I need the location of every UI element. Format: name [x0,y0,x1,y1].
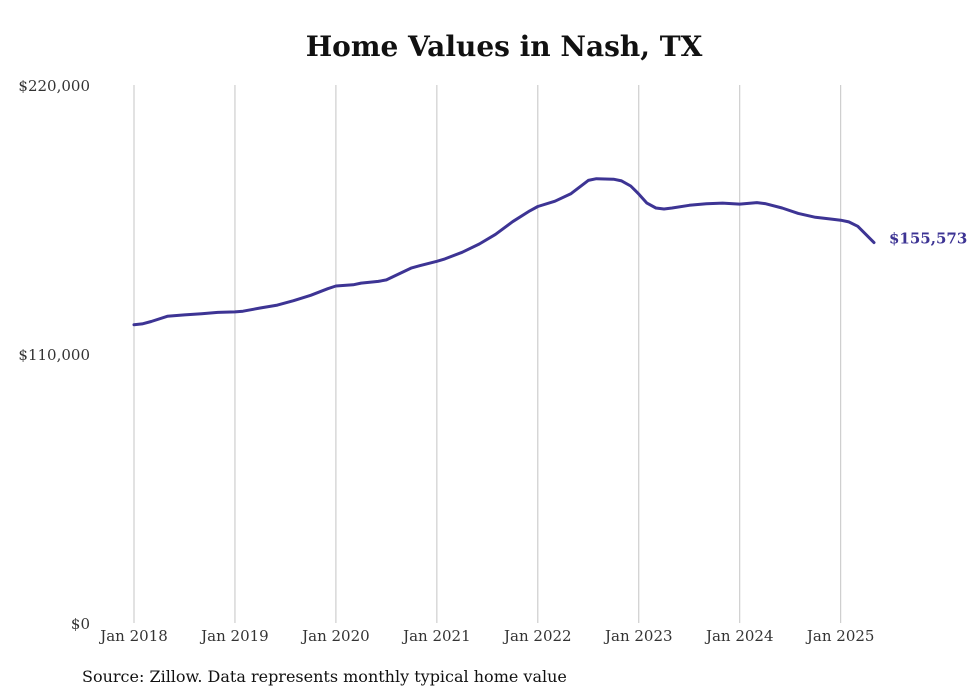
y-tick-label: $110,000 [18,346,90,364]
x-tick-label: Jan 2022 [502,627,572,645]
x-tick-label: Jan 2024 [704,627,774,645]
home-value-line [132,177,876,327]
x-tick-label: Jan 2019 [199,627,269,645]
y-tick-label: $220,000 [18,77,90,95]
end-value-label: $155,573 [889,230,967,248]
x-tick-label: Jan 2020 [300,627,370,645]
x-tick-label: Jan 2021 [401,627,471,645]
x-tick-label: Jan 2018 [98,627,168,645]
source-note: Source: Zillow. Data represents monthly … [82,667,567,686]
y-tick-label: $0 [71,615,90,633]
gridlines [133,85,842,623]
x-axis-tick-labels: Jan 2018 Jan 2019 Jan 2020 Jan 2021 Jan 2022… [98,627,874,645]
x-tick-label: Jan 2025 [805,627,875,645]
x-tick-label: Jan 2023 [603,627,673,645]
y-axis-tick-labels: $0 $110,000 $220,000 [18,77,90,633]
chart-title: Home Values in Nash, TX [305,30,703,63]
